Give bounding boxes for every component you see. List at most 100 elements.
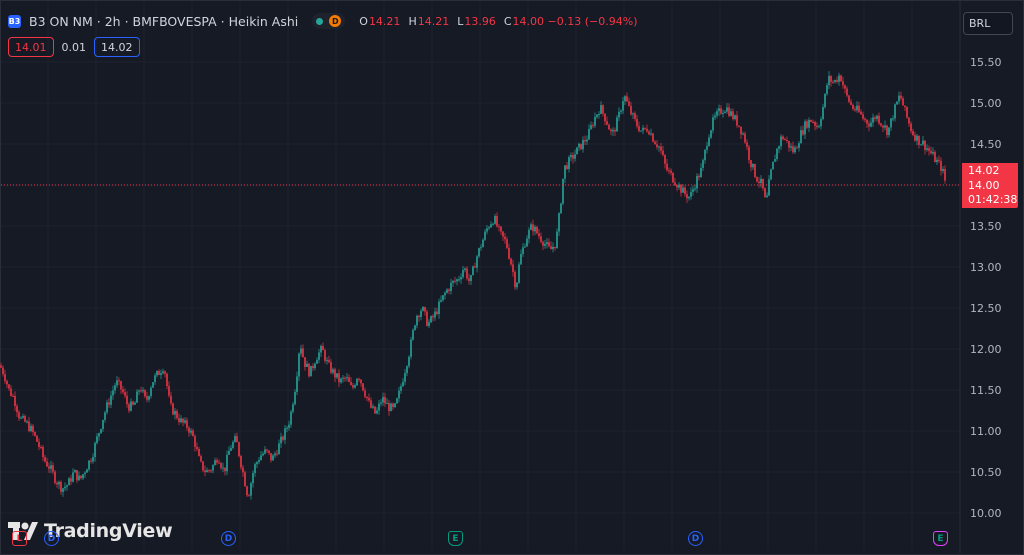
candle-body <box>776 148 778 160</box>
candle-body <box>276 453 278 455</box>
sell-button[interactable]: 14.01 <box>8 37 54 57</box>
dividend-event-icon[interactable]: D <box>688 531 703 546</box>
candle-body <box>560 203 562 214</box>
y-tick-label: 14.50 <box>970 138 1002 151</box>
market-open-dot-icon <box>316 17 324 25</box>
candle-body <box>574 154 576 159</box>
candle-body <box>712 117 714 131</box>
candle-body <box>474 266 476 268</box>
candle-body <box>628 101 630 106</box>
candle-body <box>812 121 814 123</box>
candle-body <box>314 363 316 369</box>
candle-body <box>26 421 28 423</box>
candle-body <box>424 307 426 312</box>
market-status-pill[interactable]: D <box>312 13 346 29</box>
candle-body <box>98 433 100 437</box>
candle-body <box>64 486 66 489</box>
candle-body <box>128 404 130 411</box>
candle-body <box>814 122 816 126</box>
candle-body <box>282 436 284 440</box>
candle-body <box>858 105 860 112</box>
candle-body <box>188 427 190 433</box>
buy-button[interactable]: 14.02 <box>94 37 140 57</box>
candle-body <box>378 403 380 411</box>
candle-body <box>856 105 858 111</box>
candle-body <box>708 137 710 147</box>
candle-body <box>870 122 872 127</box>
candle-body <box>204 470 206 473</box>
candle-body <box>894 104 896 119</box>
candle-body <box>670 170 672 173</box>
candle-body <box>826 85 828 94</box>
chart-header: B3 B3 ON NM · 2h · BMFBOVESPA · Heikin A… <box>8 12 637 30</box>
candle-body <box>132 401 134 405</box>
tradingview-logo-text: TradingView <box>44 520 173 542</box>
candle-body <box>216 460 218 463</box>
ohlc-key: O <box>359 14 368 28</box>
candle-body <box>900 95 902 99</box>
dividend-event-icon[interactable]: D <box>44 531 59 546</box>
candle-body <box>250 483 252 496</box>
candle-body <box>742 133 744 135</box>
candle-body <box>804 121 806 135</box>
candle-body <box>396 398 398 404</box>
candle-body <box>40 446 42 448</box>
candle-body <box>180 418 182 423</box>
candle-body <box>680 184 682 193</box>
candle-body <box>240 456 242 468</box>
candle-body <box>498 226 500 228</box>
candle-body <box>208 470 210 472</box>
candle-body <box>356 378 358 386</box>
candle-body <box>148 396 150 400</box>
candle-body <box>602 105 604 114</box>
candle-body <box>796 147 798 149</box>
candle-body <box>604 113 606 122</box>
candle-body <box>764 188 766 198</box>
tradingview-logo[interactable]: TradingView <box>8 520 173 542</box>
candle-body <box>258 460 260 463</box>
candle-body <box>490 224 492 228</box>
currency-button[interactable]: BRL <box>963 12 1013 35</box>
candle-body <box>326 360 328 362</box>
spread-value: 0.01 <box>61 40 87 54</box>
split-event-icon[interactable]: L <box>12 531 27 546</box>
candle-body <box>700 167 702 178</box>
candle-body <box>322 345 324 351</box>
candle-body <box>342 377 344 379</box>
candle-body <box>34 432 36 436</box>
symbol-title[interactable]: B3 ON NM · 2h · BMFBOVESPA · Heikin Ashi <box>29 13 299 29</box>
candle-body <box>658 146 660 148</box>
candle-body <box>102 419 104 429</box>
candle-body <box>532 224 534 232</box>
earnings-event-icon[interactable]: E <box>933 531 948 546</box>
candle-body <box>634 113 636 119</box>
candle-body <box>512 264 514 272</box>
candle-body <box>642 127 644 131</box>
candle-body <box>90 460 92 462</box>
candle-body <box>820 119 822 127</box>
y-tick-label: 12.00 <box>970 343 1002 356</box>
candle-body <box>888 127 890 136</box>
candle-body <box>792 146 794 153</box>
candle-body <box>880 123 882 126</box>
candle-body <box>830 75 832 82</box>
candle-body <box>294 391 296 405</box>
candle-body <box>8 384 10 389</box>
candle-body <box>328 360 330 363</box>
candle-body <box>588 128 590 140</box>
candle-body <box>904 105 906 108</box>
candle-body <box>910 123 912 132</box>
candle-body <box>214 460 216 466</box>
candle-body <box>256 462 258 465</box>
last-price-value: 14.00 <box>968 179 1000 192</box>
candle-body <box>682 187 684 193</box>
candle-body <box>508 247 510 259</box>
earnings-event-icon[interactable]: E <box>448 531 463 546</box>
candle-body <box>100 428 102 434</box>
candle-body <box>130 401 132 411</box>
candle-body <box>96 436 98 443</box>
candle-body <box>126 395 128 405</box>
candle-body <box>266 449 268 451</box>
dividend-event-icon[interactable]: D <box>221 531 236 546</box>
